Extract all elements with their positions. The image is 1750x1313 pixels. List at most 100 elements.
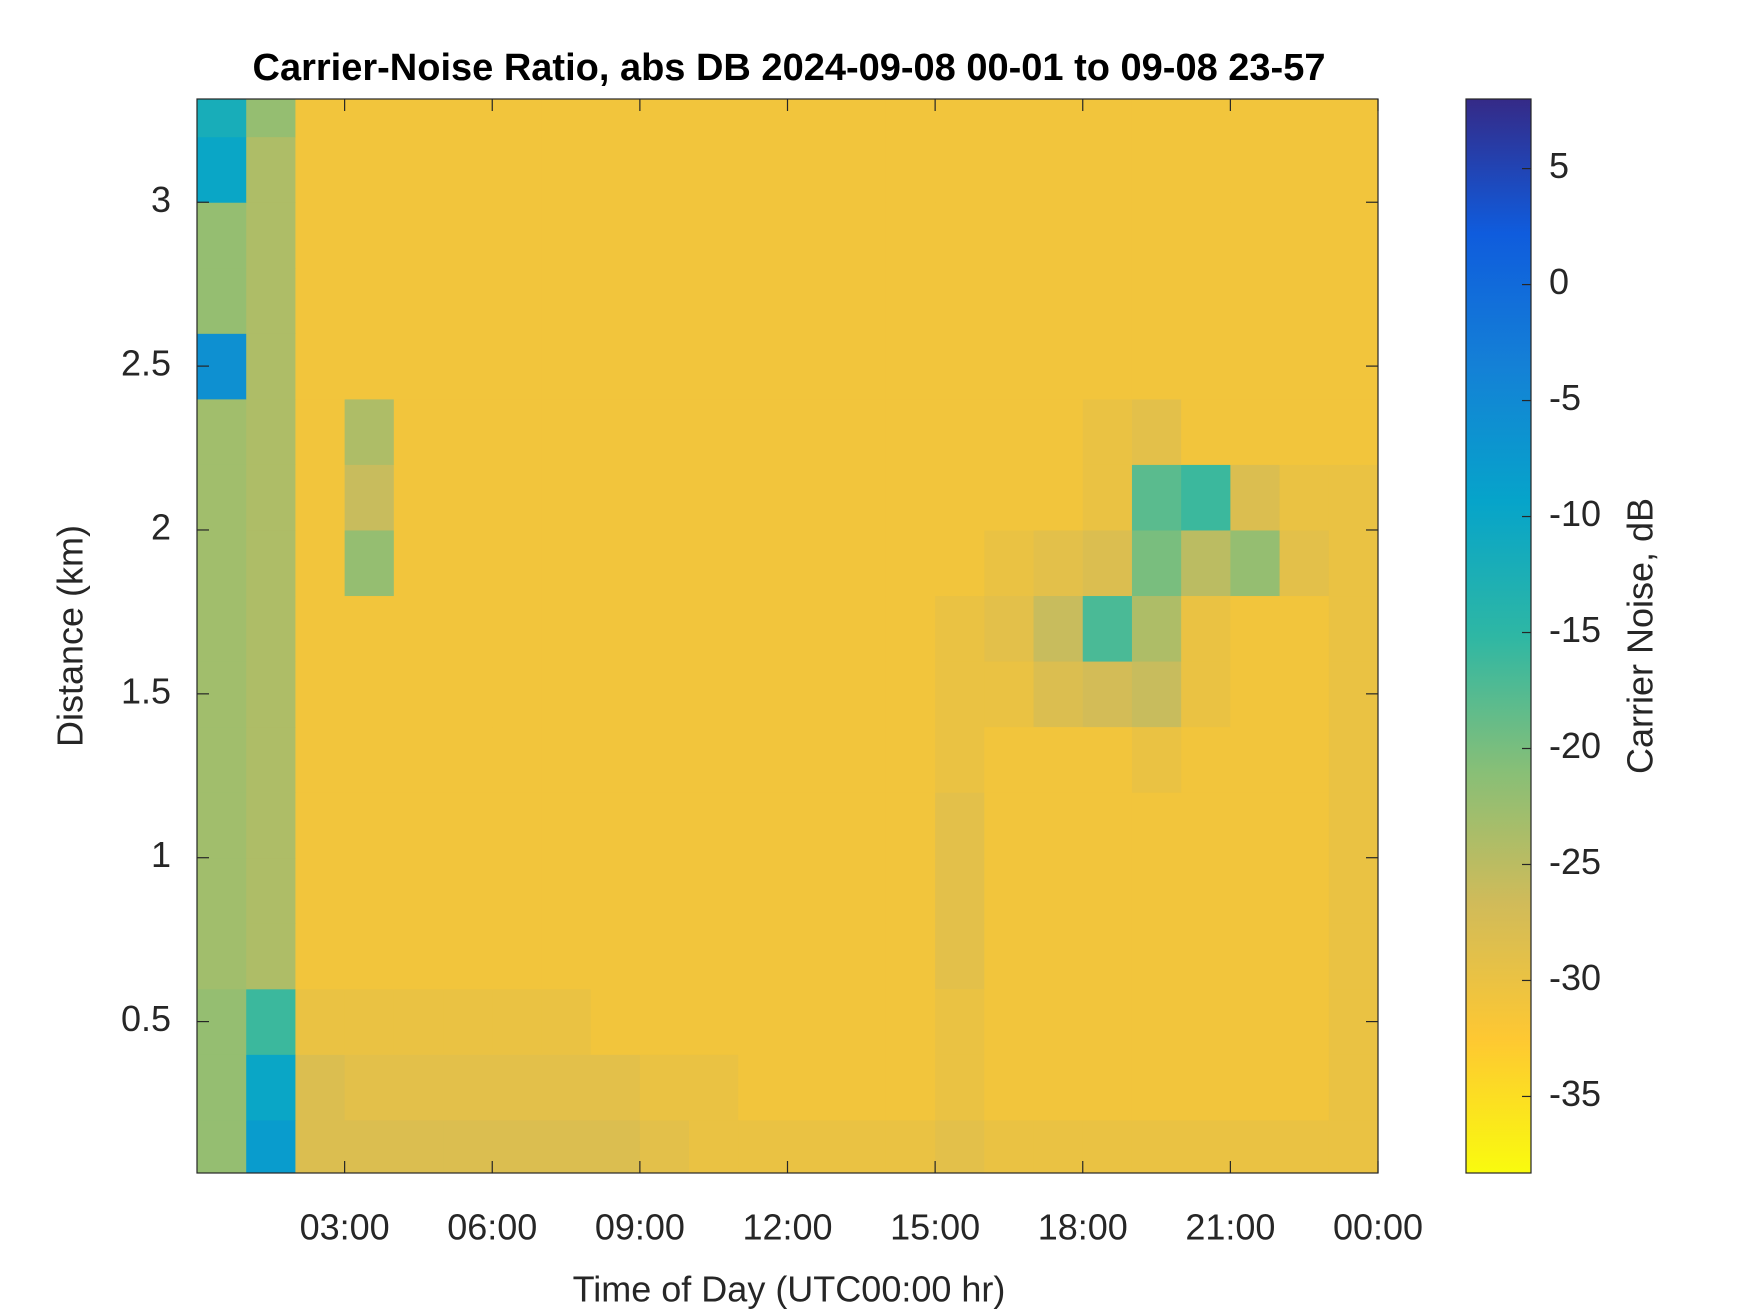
heatmap-cell (738, 595, 788, 662)
heatmap-cell (1033, 529, 1084, 597)
heatmap-cell (1181, 99, 1231, 138)
heatmap-cell (246, 792, 296, 859)
heatmap-cell (1181, 136, 1231, 203)
heatmap-cell (984, 923, 1035, 990)
heatmap-cell (1033, 333, 1084, 400)
heatmap-cell (393, 202, 444, 269)
heatmap-cell (885, 1054, 936, 1121)
heatmap-cell (836, 398, 887, 465)
heatmap-cell (443, 398, 493, 465)
heatmap-cell (885, 923, 936, 990)
heatmap-cell (689, 792, 739, 859)
heatmap-cell (541, 136, 592, 203)
heatmap-cell (1033, 202, 1084, 269)
heatmap-cell (984, 398, 1035, 465)
heatmap-cell (738, 726, 788, 793)
heatmap-cell (689, 464, 739, 531)
heatmap-cell (1082, 661, 1133, 728)
heatmap-cell (689, 267, 739, 334)
heatmap-cell (787, 595, 838, 662)
heatmap-cell (787, 529, 838, 597)
heatmap-cell (1230, 988, 1281, 1055)
heatmap-cell (639, 1054, 690, 1121)
heatmap-cell (1181, 398, 1231, 465)
heatmap-cell (738, 1054, 788, 1121)
heatmap-cell (197, 857, 247, 924)
heatmap-cell (1082, 1054, 1133, 1121)
heatmap-cell (246, 529, 296, 597)
heatmap-cell (1082, 1119, 1133, 1174)
heatmap-cell (1033, 1054, 1084, 1121)
heatmap-cell (197, 99, 247, 138)
heatmap-cell (1328, 202, 1379, 269)
x-tick-label: 21:00 (1185, 1207, 1275, 1248)
heatmap-cell (689, 1054, 739, 1121)
heatmap-cell (1328, 792, 1379, 859)
heatmap-cell (935, 726, 985, 793)
heatmap-cell (1279, 857, 1330, 924)
heatmap-cell (984, 464, 1035, 531)
heatmap-cell (1033, 988, 1084, 1055)
heatmap-cell (738, 202, 788, 269)
heatmap-cell (1131, 988, 1182, 1055)
heatmap-cell (639, 267, 690, 334)
heatmap-cell (246, 267, 296, 334)
heatmap-cell (836, 1054, 887, 1121)
heatmap-cell (295, 529, 346, 597)
heatmap-cell (295, 333, 346, 400)
heatmap-cell (443, 792, 493, 859)
heatmap-cell (885, 267, 936, 334)
heatmap-cell (1230, 661, 1281, 728)
heatmap-cell (787, 333, 838, 400)
heatmap-cell (492, 1054, 542, 1121)
heatmap-cell (787, 267, 838, 334)
heatmap-cell (590, 661, 641, 728)
heatmap-cell (1279, 464, 1330, 531)
heatmap-cell (492, 988, 542, 1055)
heatmap-cell (492, 857, 542, 924)
heatmap-cell (344, 726, 395, 793)
heatmap-cell (246, 136, 296, 203)
heatmap-cell (787, 136, 838, 203)
colorbar-tick-label: -10 (1549, 493, 1601, 534)
heatmap-cell (885, 1119, 936, 1174)
heatmap-cell (1033, 726, 1084, 793)
heatmap-cell (1328, 398, 1379, 465)
heatmap-cell (836, 792, 887, 859)
heatmap-cell (295, 267, 346, 334)
heatmap-cell (492, 202, 542, 269)
heatmap-cell (443, 529, 493, 597)
heatmap-cell (1181, 267, 1231, 334)
heatmap-cell (295, 792, 346, 859)
heatmap-cell (639, 99, 690, 138)
heatmap-cell (1082, 792, 1133, 859)
heatmap-cell (246, 202, 296, 269)
heatmap-cell (1328, 529, 1379, 597)
heatmap-cell (1328, 595, 1379, 662)
heatmap-cell (935, 99, 985, 138)
heatmap-cell (541, 202, 592, 269)
heatmap-cell (1181, 988, 1231, 1055)
heatmap-cell (935, 529, 985, 597)
heatmap-cell (1131, 99, 1182, 138)
heatmap-cell (1279, 661, 1330, 728)
heatmap-cell (885, 464, 936, 531)
heatmap-cell (1230, 792, 1281, 859)
heatmap-cell (1279, 333, 1330, 400)
heatmap-cell (639, 464, 690, 531)
heatmap-cell (492, 661, 542, 728)
heatmap-cell (984, 857, 1035, 924)
heatmap-cell (295, 464, 346, 531)
heatmap-cell (689, 136, 739, 203)
heatmap-cell (492, 595, 542, 662)
heatmap-cell (639, 988, 690, 1055)
heatmap-cell (1082, 595, 1133, 662)
heatmap-cell (885, 661, 936, 728)
heatmap-cell (344, 464, 395, 531)
heatmap-cell (836, 202, 887, 269)
heatmap-cell (935, 398, 985, 465)
heatmap-cell (738, 857, 788, 924)
heatmap-cell (1230, 136, 1281, 203)
heatmap-cell (1279, 267, 1330, 334)
colorbar-tick-label: -5 (1549, 377, 1581, 418)
